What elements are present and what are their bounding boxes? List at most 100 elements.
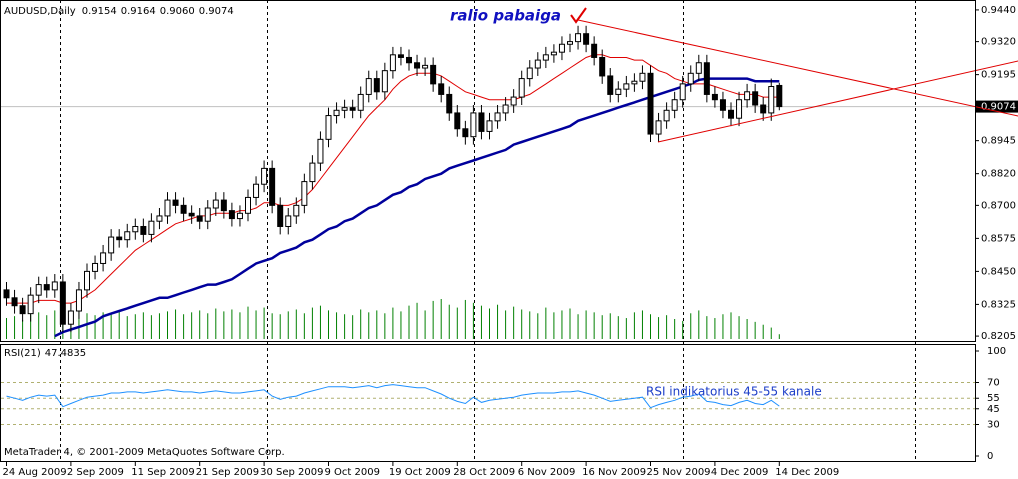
x-tick-label: 25 Nov 2009 xyxy=(647,467,711,478)
candle-body xyxy=(422,64,429,69)
y-tick-label: 55 xyxy=(987,393,1000,404)
symbol: AUDUSD,Daily xyxy=(4,6,76,17)
candle-body xyxy=(84,270,90,291)
low: 0.9060 xyxy=(160,6,195,17)
candle-body xyxy=(277,204,284,227)
candle-body xyxy=(607,75,614,95)
credit: MetaTrader 4, © 2001-2009 MetaQuotes Sof… xyxy=(4,447,285,458)
candle-body xyxy=(744,91,751,101)
candle-body xyxy=(438,83,445,95)
candle-body xyxy=(132,225,139,233)
candle-body xyxy=(736,99,743,119)
x-tick-label: 21 Sep 2009 xyxy=(196,467,259,478)
candle-body xyxy=(19,305,26,315)
candle-body xyxy=(695,62,702,74)
candle-body xyxy=(204,207,211,222)
candle-body xyxy=(124,231,131,241)
y-tick-label: 100 xyxy=(987,346,1006,357)
y-tick-label: 0.8700 xyxy=(981,200,1016,211)
x-tick-label: 9 Oct 2009 xyxy=(325,467,380,478)
candle-body xyxy=(148,220,155,235)
candle-body xyxy=(518,78,525,98)
candle-body xyxy=(373,78,380,93)
candle-body xyxy=(430,64,437,85)
candle-body xyxy=(108,236,115,254)
rsi-frame xyxy=(0,344,976,462)
candle-body xyxy=(317,138,324,164)
plot-layer: 0.9440 0.9320 0.9195 0.8945 0.8820 0.8700 0.85… xyxy=(1,5,1018,478)
candle-body xyxy=(663,109,670,122)
candle-body xyxy=(245,196,251,214)
rsi-last: 47.4835 xyxy=(45,348,86,359)
candle-body xyxy=(333,109,340,117)
y-tick-label: 0.8205 xyxy=(981,331,1016,342)
candle-body xyxy=(462,128,469,138)
y-tick-label: 0.9320 xyxy=(981,37,1016,48)
candle-body xyxy=(567,41,573,45)
y-tick-label: 0.8325 xyxy=(981,299,1016,310)
candle-body xyxy=(534,59,541,69)
candle-body xyxy=(719,99,726,111)
candle-body xyxy=(43,284,50,291)
candle-body xyxy=(671,99,678,111)
candle-body xyxy=(140,225,147,235)
candle-body xyxy=(365,78,372,95)
trend-line xyxy=(577,19,1018,117)
y-tick-label: 0.8820 xyxy=(981,169,1016,180)
candle-body xyxy=(67,310,74,325)
candle-body xyxy=(510,96,517,106)
candle-body xyxy=(27,294,34,315)
candle-body xyxy=(752,91,759,106)
candle-body xyxy=(728,109,734,119)
candle-body xyxy=(406,56,412,64)
candle-body xyxy=(558,43,565,53)
candle-body xyxy=(269,167,276,206)
annotation: ralio pabaiga xyxy=(450,7,561,25)
x-tick-label: 30 Sep 2009 xyxy=(260,467,323,478)
candle-body xyxy=(703,62,710,95)
x-tick-label: 14 Dec 2009 xyxy=(775,467,839,478)
candle-body xyxy=(679,83,686,101)
candle-body xyxy=(285,215,292,227)
candle-body xyxy=(502,104,509,114)
rsi-annotation: RSI indikatorius 45-55 kanale xyxy=(646,385,822,399)
candle-body xyxy=(542,54,549,61)
line xyxy=(6,384,780,409)
candle-body xyxy=(228,210,235,220)
candle-body xyxy=(309,162,316,183)
price-label: 0.9074 xyxy=(981,102,1016,113)
trend-line xyxy=(657,60,1018,143)
rsi-name: RSI(21) xyxy=(4,348,41,359)
candle-body xyxy=(3,289,10,299)
candle-body xyxy=(236,212,243,220)
candle-body xyxy=(35,284,42,296)
candle-body xyxy=(389,54,396,72)
candle-body xyxy=(631,80,638,85)
close: 0.9074 xyxy=(199,6,234,17)
candle-body xyxy=(623,83,630,90)
y-tick-label: 0.8575 xyxy=(981,233,1016,244)
candle-body xyxy=(711,93,718,101)
candle-body xyxy=(59,281,66,325)
candle-body xyxy=(526,67,533,80)
y-tick-label: 45 xyxy=(987,404,1000,415)
candle-body xyxy=(156,215,163,222)
candle-body xyxy=(75,289,82,312)
x-tick-label: 19 Oct 2009 xyxy=(389,467,451,478)
candle-body xyxy=(116,236,123,241)
candle-body xyxy=(599,56,606,77)
candle-body xyxy=(446,93,453,114)
candle-body xyxy=(494,112,501,122)
candle-body xyxy=(164,199,171,217)
candle-body xyxy=(172,199,179,206)
y-tick-label: 0.8945 xyxy=(981,136,1016,147)
x-tick-label: 24 Aug 2009 xyxy=(3,467,67,478)
candle-body xyxy=(454,112,461,130)
candle-body xyxy=(776,84,783,108)
candle-body xyxy=(478,112,485,132)
candle-body xyxy=(486,120,493,132)
candle-body xyxy=(325,115,332,140)
x-tick-label: 2 Sep 2009 xyxy=(67,467,124,478)
